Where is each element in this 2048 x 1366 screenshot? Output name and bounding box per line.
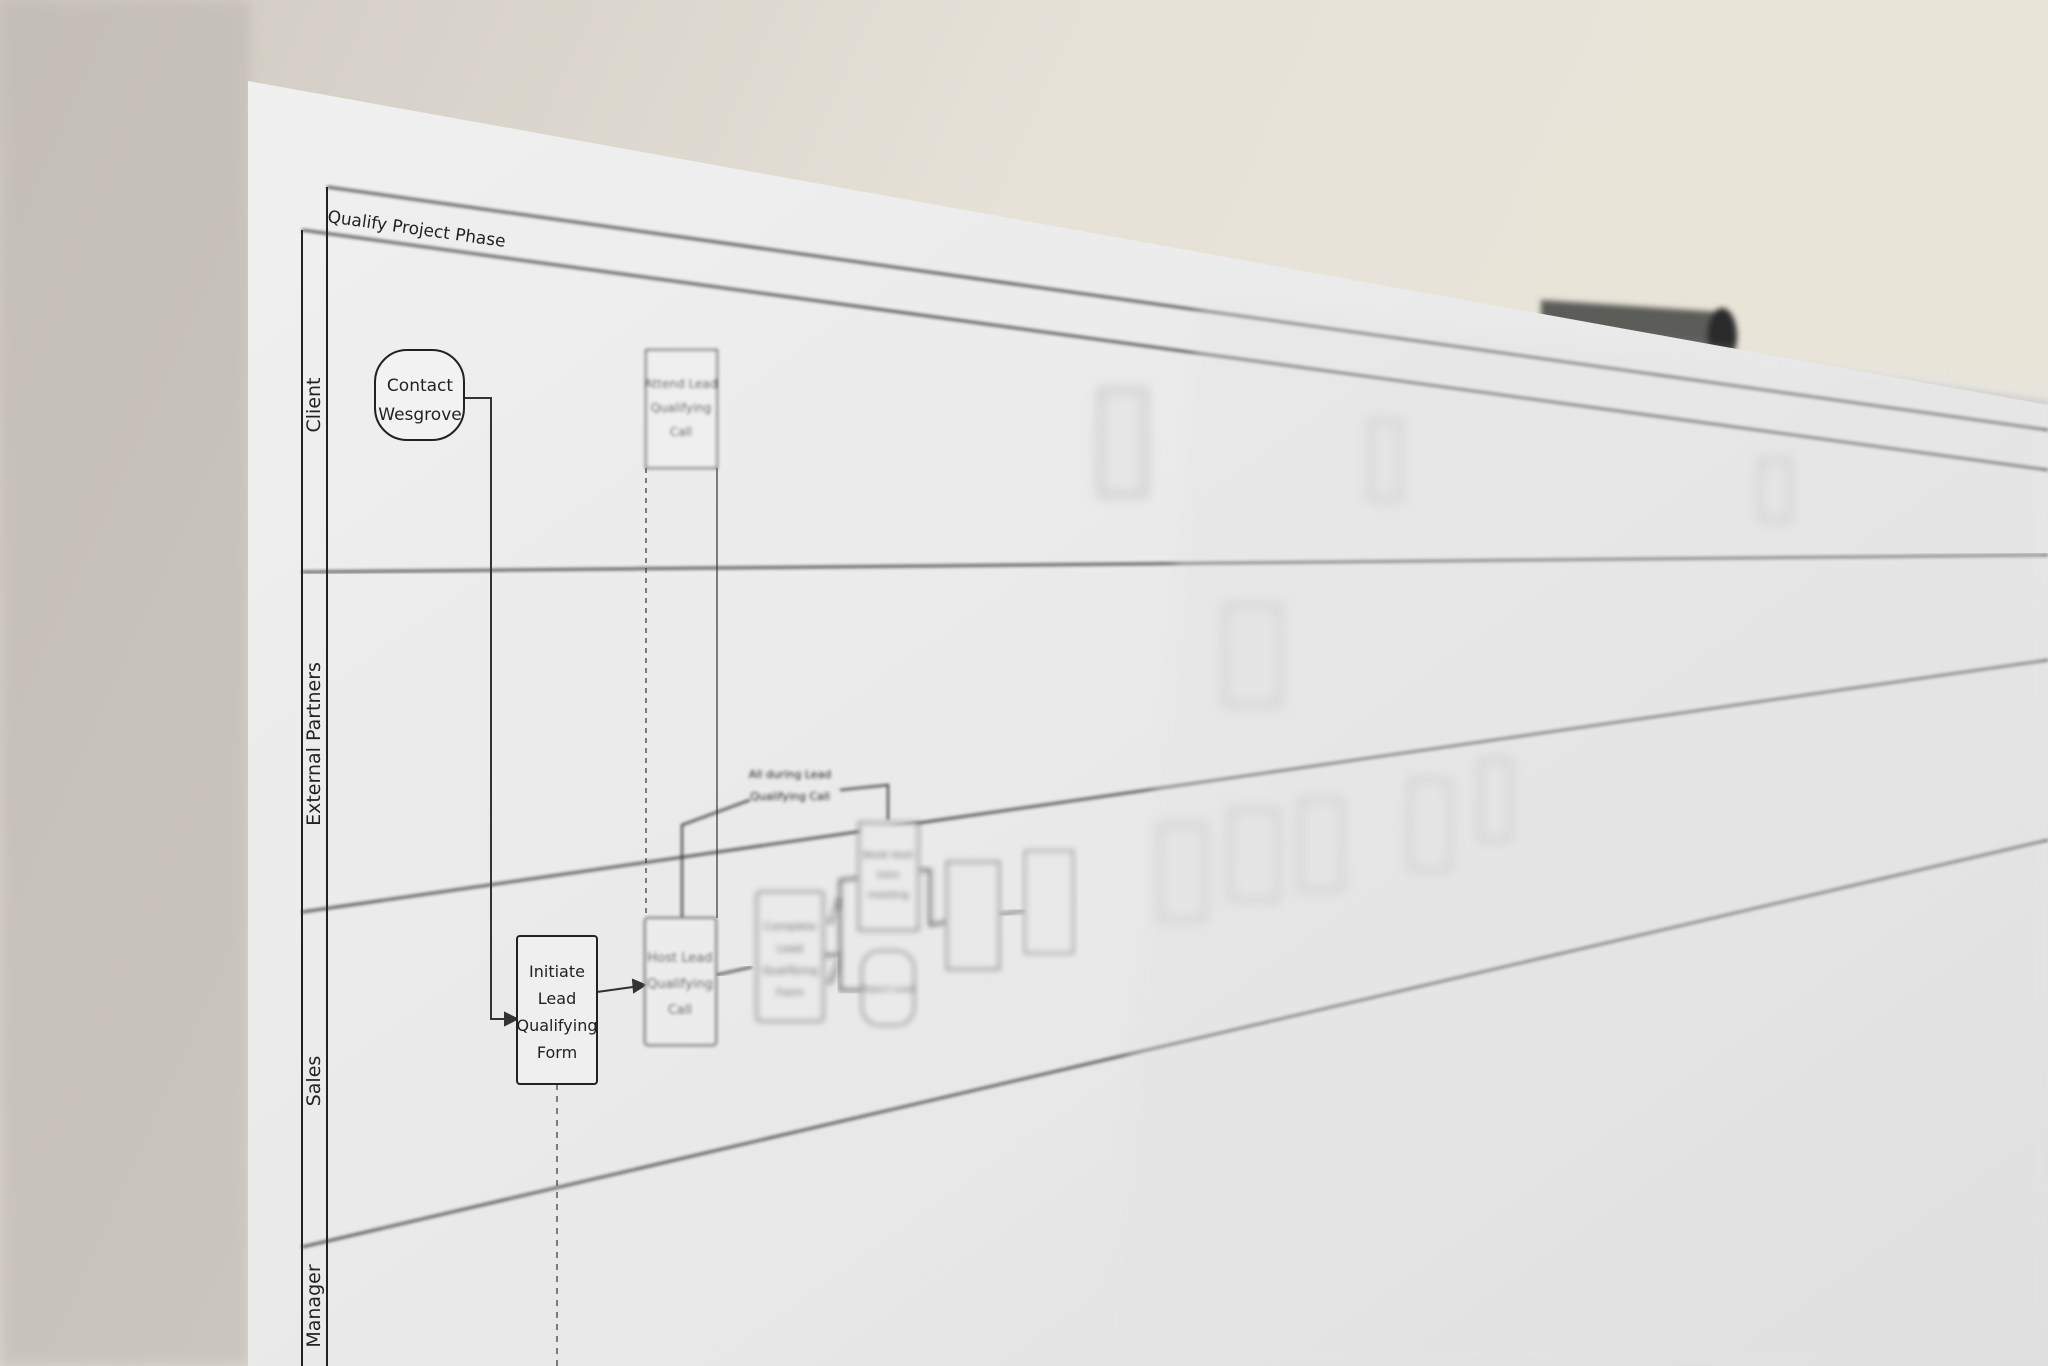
node-blurred-2 — [1024, 850, 1074, 954]
lane-label-manager: Manager — [303, 1264, 325, 1347]
lane-label-client: Client — [303, 377, 325, 432]
node-initiate-lead-qualifying-form: Initiate Lead Qualifying Form — [516, 935, 598, 1085]
node-book-lead-intro-meeting: Book lead intro meeting — [858, 822, 919, 931]
wall-shadow — [0, 0, 250, 1366]
node-attend-lead-qualifying-call: Attend Lead Qualifying Call — [645, 349, 718, 469]
node-host-lead-qualifying-call: Host Lead Qualifying Call — [644, 917, 717, 1046]
haze — [1100, 300, 2048, 1366]
annotations: All during Lead Qualifying Call — [749, 768, 832, 803]
svg-text:Reject Lead: Reject Lead — [862, 985, 914, 995]
node-complete-lead-qualifying-form: Complete Lead Qualifying Form — [756, 891, 824, 1022]
node-blurred-1 — [946, 861, 1000, 970]
node-reject-lead: Reject Lead — [861, 950, 915, 1026]
lane-label-sales: Sales — [303, 1056, 325, 1107]
lane-label-external-partners: External Partners — [303, 662, 325, 826]
node-contact-wesgrove: Contact Wesgrove — [374, 349, 465, 441]
lane-labels: Client External Partners Sales Manager — [303, 377, 325, 1347]
